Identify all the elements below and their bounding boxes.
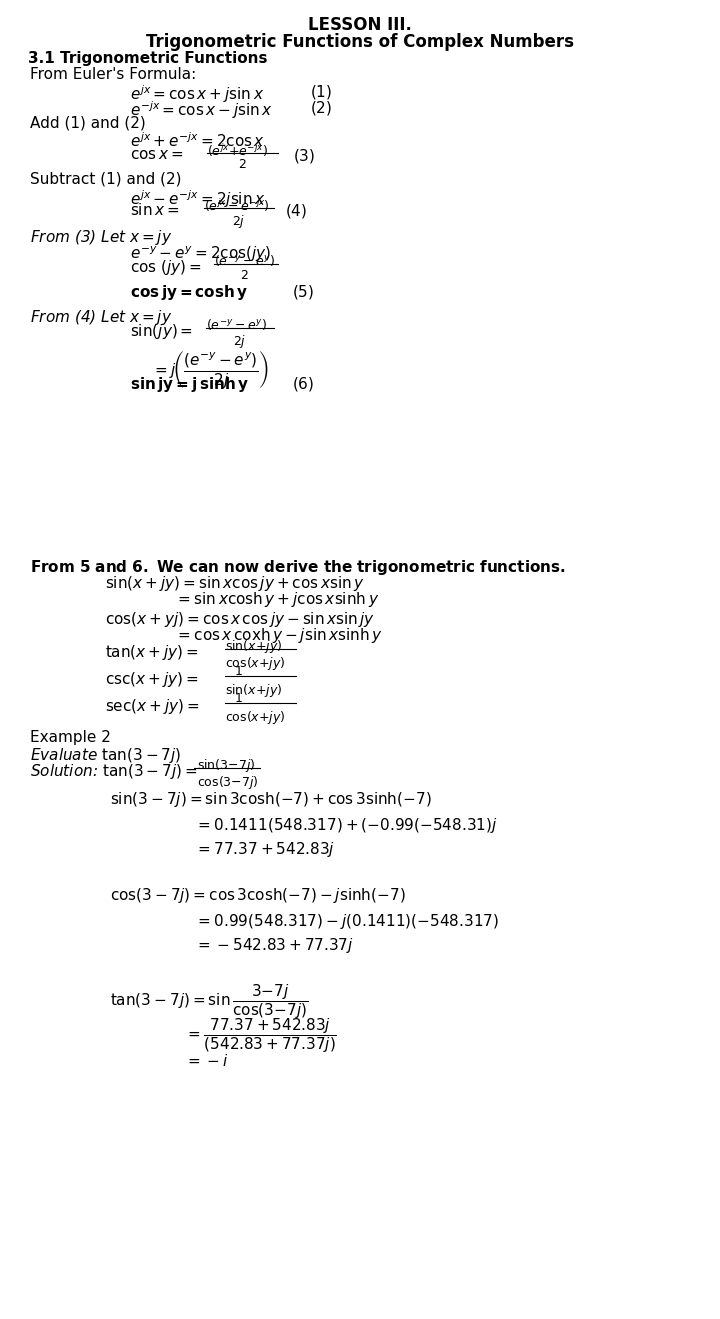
- Text: 3.1 Trigonometric Functions: 3.1 Trigonometric Functions: [28, 51, 268, 66]
- Text: $(3)$: $(3)$: [293, 146, 315, 165]
- Text: From Euler's Formula:: From Euler's Formula:: [30, 67, 197, 82]
- Text: $= j\!\left(\dfrac{(e^{-y}-e^{y})}{2j}\right)$: $= j\!\left(\dfrac{(e^{-y}-e^{y})}{2j}\r…: [152, 350, 269, 390]
- Text: $\mathrm{cos}(x{+}jy)$: $\mathrm{cos}(x{+}jy)$: [225, 710, 285, 725]
- Text: $(e^{jx}-e^{-jx})$: $(e^{jx}-e^{-jx})$: [204, 197, 270, 214]
- Text: $(1)$: $(1)$: [310, 83, 332, 102]
- Text: $e^{jx} + e^{-jx} = 2\cos x$: $e^{jx} + e^{-jx} = 2\cos x$: [130, 131, 265, 149]
- Text: $\mathbf{From\ 5\ and\ 6.\ We\ can\ now\ derive\ the\ trigonometric\ functions.}: $\mathbf{From\ 5\ and\ 6.\ We\ can\ now\…: [30, 558, 566, 576]
- Text: $1$: $1$: [234, 665, 243, 678]
- Text: Subtract (1) and (2): Subtract (1) and (2): [30, 171, 181, 187]
- Text: $e^{-jx} = \cos x - j\sin x$: $e^{-jx} = \cos x - j\sin x$: [130, 99, 273, 121]
- Text: $\mathrm{cos}(3{-}7j)$: $\mathrm{cos}(3{-}7j)$: [197, 774, 258, 791]
- Text: $\sin(3 - 7j) = \sin 3\cosh(-7) + \cos 3\sinh(-7)$: $\sin(3 - 7j) = \sin 3\cosh(-7) + \cos 3…: [110, 790, 431, 809]
- Text: $\mathrm{sin}(3{-}7j)$: $\mathrm{sin}(3{-}7j)$: [197, 757, 256, 774]
- Text: $= -542.83 + 77.37j$: $= -542.83 + 77.37j$: [195, 936, 354, 955]
- Text: $\cos\,(jy) =$: $\cos\,(jy) =$: [130, 259, 202, 277]
- Text: $(2)$: $(2)$: [310, 99, 332, 117]
- Text: $\cos(x + yj) = \cos x\,\cos jy - \sin x\sin jy$: $\cos(x + yj) = \cos x\,\cos jy - \sin x…: [105, 609, 375, 629]
- Text: $= \cos x\,\mathrm{coxh}\,y - j\sin x\sinh y$: $= \cos x\,\mathrm{coxh}\,y - j\sin x\si…: [175, 627, 383, 645]
- Text: $= \sin x\cosh y + j\cos x\sinh y$: $= \sin x\cosh y + j\cos x\sinh y$: [175, 590, 379, 609]
- Text: Evaluate $\tan(3 - 7j)$: Evaluate $\tan(3 - 7j)$: [30, 747, 181, 765]
- Text: $\mathbf{cos\,jy = cosh\,y}$: $\mathbf{cos\,jy = cosh\,y}$: [130, 284, 248, 302]
- Text: $2$: $2$: [240, 269, 248, 282]
- Text: $\mathrm{sin}(x{+}jy)$: $\mathrm{sin}(x{+}jy)$: [225, 682, 282, 699]
- Text: $(e^{-y} - e^{y})$: $(e^{-y} - e^{y})$: [206, 317, 267, 332]
- Text: Example 2: Example 2: [30, 729, 111, 745]
- Text: $e^{jx} - e^{-jx} = 2j\sin x$: $e^{jx} - e^{-jx} = 2j\sin x$: [130, 189, 266, 210]
- Text: $1$: $1$: [234, 692, 243, 704]
- Text: Trigonometric Functions of Complex Numbers: Trigonometric Functions of Complex Numbe…: [146, 33, 574, 51]
- Text: $=\dfrac{77.37+542.83j}{(542.83+77.37j)}$: $=\dfrac{77.37+542.83j}{(542.83+77.37j)}…: [185, 1016, 337, 1055]
- Text: $(5)$: $(5)$: [292, 284, 314, 301]
- Text: $(4)$: $(4)$: [285, 202, 307, 220]
- Text: $(e^{-y}-e^{y})$: $(e^{-y}-e^{y})$: [214, 253, 275, 268]
- Text: $\sin x =$: $\sin x =$: [130, 202, 179, 218]
- Text: $(e^{jx}$+$e^{-jx})$: $(e^{jx}$+$e^{-jx})$: [207, 142, 268, 158]
- Text: $\mathrm{cos}(x{+}jy)$: $\mathrm{cos}(x{+}jy)$: [225, 656, 285, 671]
- Text: Add (1) and (2): Add (1) and (2): [30, 115, 145, 131]
- Text: $= 0.99(548.317) - j(0.1411)(-548.317)$: $= 0.99(548.317) - j(0.1411)(-548.317)$: [195, 911, 499, 931]
- Text: $\mathrm{csc}(x + jy) =$: $\mathrm{csc}(x + jy) =$: [105, 670, 199, 689]
- Text: $\mathrm{sec}(x + jy) =$: $\mathrm{sec}(x + jy) =$: [105, 696, 199, 716]
- Text: From (3) Let $x = jy$: From (3) Let $x = jy$: [30, 228, 172, 247]
- Text: Solution: $\tan(3 - 7j) =$: Solution: $\tan(3 - 7j) =$: [30, 762, 197, 781]
- Text: $= 77.37 + 542.83j$: $= 77.37 + 542.83j$: [195, 840, 335, 859]
- Text: From (4) Let $x = jy$: From (4) Let $x = jy$: [30, 309, 172, 327]
- Text: $\sin(jy) =$: $\sin(jy) =$: [130, 322, 193, 342]
- Text: $(6)$: $(6)$: [292, 375, 314, 393]
- Text: $\sin(x + jy) = \sin x\cos jy + \cos x\sin y$: $\sin(x + jy) = \sin x\cos jy + \cos x\s…: [105, 574, 364, 594]
- Text: $\tan(x + jy) =$: $\tan(x + jy) =$: [105, 642, 199, 662]
- Text: $= -i$: $= -i$: [185, 1053, 228, 1068]
- Text: $\cos x =$: $\cos x =$: [130, 146, 184, 162]
- Text: $2$: $2$: [238, 158, 247, 171]
- Text: $2j$: $2j$: [233, 332, 246, 350]
- Text: $e^{-y} - e^{y} = 2\cos(jy)$: $e^{-y} - e^{y} = 2\cos(jy)$: [130, 244, 271, 264]
- Text: $\mathbf{sin\,jy = j\,sinh\,y}$: $\mathbf{sin\,jy = j\,sinh\,y}$: [130, 375, 249, 394]
- Text: $\tan(3 - 7j) = \sin\dfrac{3{-}7j}{\cos(3{-}7j)}$: $\tan(3 - 7j) = \sin\dfrac{3{-}7j}{\cos(…: [110, 983, 308, 1021]
- Text: $e^{jx} = \cos x + j\sin x$: $e^{jx} = \cos x + j\sin x$: [130, 83, 264, 104]
- Text: $\mathrm{sin}(x{+}jy)$: $\mathrm{sin}(x{+}jy)$: [225, 638, 282, 656]
- Text: $= 0.1411(548.317) + (-0.99(-548.31)j$: $= 0.1411(548.317) + (-0.99(-548.31)j$: [195, 816, 498, 835]
- Text: $2j$: $2j$: [232, 212, 246, 230]
- Text: LESSON III.: LESSON III.: [308, 16, 412, 34]
- Text: $\cos(3 - 7j) = \cos 3\cosh(-7) - j\sinh(-7)$: $\cos(3 - 7j) = \cos 3\cosh(-7) - j\sinh…: [110, 886, 405, 905]
